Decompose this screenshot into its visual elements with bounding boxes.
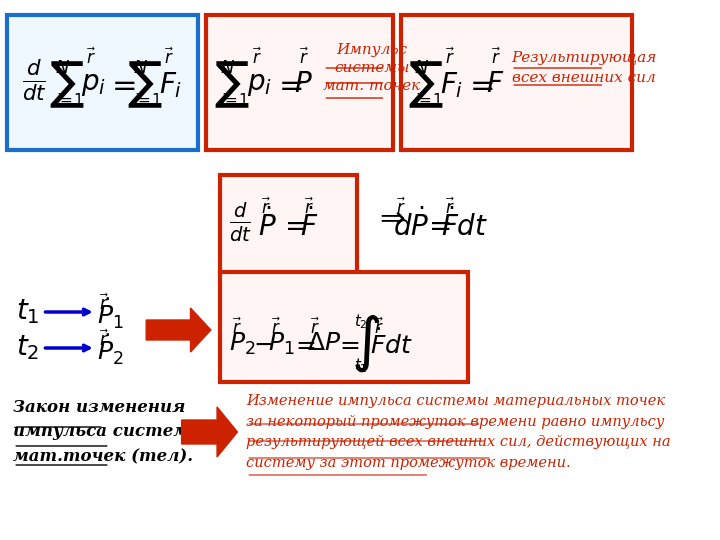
Text: $\vec{r}$: $\vec{r}$ — [99, 294, 109, 314]
Polygon shape — [181, 407, 238, 457]
Text: $=$: $=$ — [273, 71, 303, 99]
Text: Результирующая
всех внешних сил: Результирующая всех внешних сил — [511, 51, 657, 85]
Text: $P_2$: $P_2$ — [228, 331, 255, 357]
Text: $p_i$: $p_i$ — [247, 71, 272, 98]
Text: $\sum$: $\sum$ — [408, 60, 443, 110]
Text: $\vec{r}$: $\vec{r}$ — [261, 198, 271, 218]
Text: $\dot{P}_2$: $\dot{P}_2$ — [97, 333, 124, 367]
Text: $\vec{r}$: $\vec{r}$ — [445, 198, 455, 218]
Text: $\vec{r}$: $\vec{r}$ — [299, 48, 309, 68]
Polygon shape — [146, 308, 211, 352]
Text: Изменение импульса системы материальных точек
за некоторый промежуток времени ра: Изменение импульса системы материальных … — [246, 394, 671, 470]
Text: $P$: $P$ — [294, 71, 313, 98]
Text: $\dot{P}$: $\dot{P}$ — [258, 208, 276, 242]
Text: $\vec{r}$: $\vec{r}$ — [271, 318, 282, 338]
Text: $=$: $=$ — [291, 332, 316, 356]
FancyBboxPatch shape — [401, 15, 631, 150]
Text: $N$: $N$ — [133, 59, 148, 77]
Text: $=$: $=$ — [279, 211, 307, 239]
Text: $\vec{r}$: $\vec{r}$ — [232, 318, 242, 338]
Text: $\vec{r}$: $\vec{r}$ — [374, 318, 384, 338]
Text: $p_i$: $p_i$ — [81, 71, 106, 98]
Text: $\sum$: $\sum$ — [49, 60, 84, 110]
Text: $\vec{r}$: $\vec{r}$ — [86, 48, 96, 68]
Text: $i\!=\!1$: $i\!=\!1$ — [133, 92, 161, 108]
Text: $N$: $N$ — [220, 59, 235, 77]
Text: $\vec{r}$: $\vec{r}$ — [396, 198, 406, 218]
Text: $=$: $=$ — [464, 71, 495, 99]
Text: $\frac{d}{dt}$: $\frac{d}{dt}$ — [22, 57, 47, 103]
Text: $t_2$: $t_2$ — [354, 313, 368, 332]
Text: $t_1$: $t_1$ — [354, 356, 368, 375]
Text: $=$: $=$ — [107, 71, 137, 99]
FancyBboxPatch shape — [7, 15, 197, 150]
Text: Закон изменения
импульса системы
мат.точек (тел).: Закон изменения импульса системы мат.точ… — [13, 399, 207, 465]
Text: $\vec{r}$: $\vec{r}$ — [164, 48, 174, 68]
Text: $=$: $=$ — [423, 211, 451, 239]
Text: $\frac{d}{dt}$: $\frac{d}{dt}$ — [228, 200, 251, 244]
Text: $N$: $N$ — [55, 59, 70, 77]
Text: $i\!=\!1$: $i\!=\!1$ — [55, 92, 84, 108]
Text: $N$: $N$ — [414, 59, 428, 77]
Text: $\sum$: $\sum$ — [214, 60, 249, 110]
Text: $\sum$: $\sum$ — [127, 60, 162, 110]
Text: $\Rightarrow$: $\Rightarrow$ — [374, 204, 406, 233]
Text: $t_2$: $t_2$ — [16, 334, 39, 362]
Text: $\vec{r}$: $\vec{r}$ — [251, 48, 261, 68]
Text: $\dot{F}dt$: $\dot{F}dt$ — [370, 329, 413, 359]
Text: $\vec{r}$: $\vec{r}$ — [491, 48, 501, 68]
Text: Импульс
системы
мат. точек: Импульс системы мат. точек — [323, 43, 420, 93]
FancyBboxPatch shape — [207, 15, 392, 150]
Text: $\Delta P$: $\Delta P$ — [307, 333, 341, 355]
FancyBboxPatch shape — [220, 175, 357, 275]
Text: $F_i$: $F_i$ — [441, 70, 464, 100]
Text: $\vec{r}$: $\vec{r}$ — [99, 330, 109, 350]
Text: $\dot{F}$: $\dot{F}$ — [300, 208, 319, 242]
Text: $\vec{r}$: $\vec{r}$ — [304, 198, 314, 218]
Text: $F$: $F$ — [487, 71, 505, 98]
Text: $\dot{F}dt$: $\dot{F}dt$ — [441, 208, 489, 242]
Text: $t_1$: $t_1$ — [16, 298, 40, 326]
FancyBboxPatch shape — [220, 272, 468, 382]
Text: $\vec{r}$: $\vec{r}$ — [310, 318, 320, 338]
Text: $\dot{P}_1$: $\dot{P}_1$ — [97, 297, 125, 331]
Text: $\int$: $\int$ — [351, 314, 380, 374]
Text: $i\!=\!1$: $i\!=\!1$ — [414, 92, 442, 108]
Text: $-$: $-$ — [253, 332, 274, 356]
Text: $=$: $=$ — [335, 332, 360, 356]
Text: $P_1$: $P_1$ — [268, 331, 294, 357]
Text: $i\!=\!1$: $i\!=\!1$ — [220, 92, 248, 108]
Text: $d\dot{P}$: $d\dot{P}$ — [392, 208, 429, 242]
Text: $F_i$: $F_i$ — [160, 70, 183, 100]
Text: $\vec{r}$: $\vec{r}$ — [445, 48, 455, 68]
